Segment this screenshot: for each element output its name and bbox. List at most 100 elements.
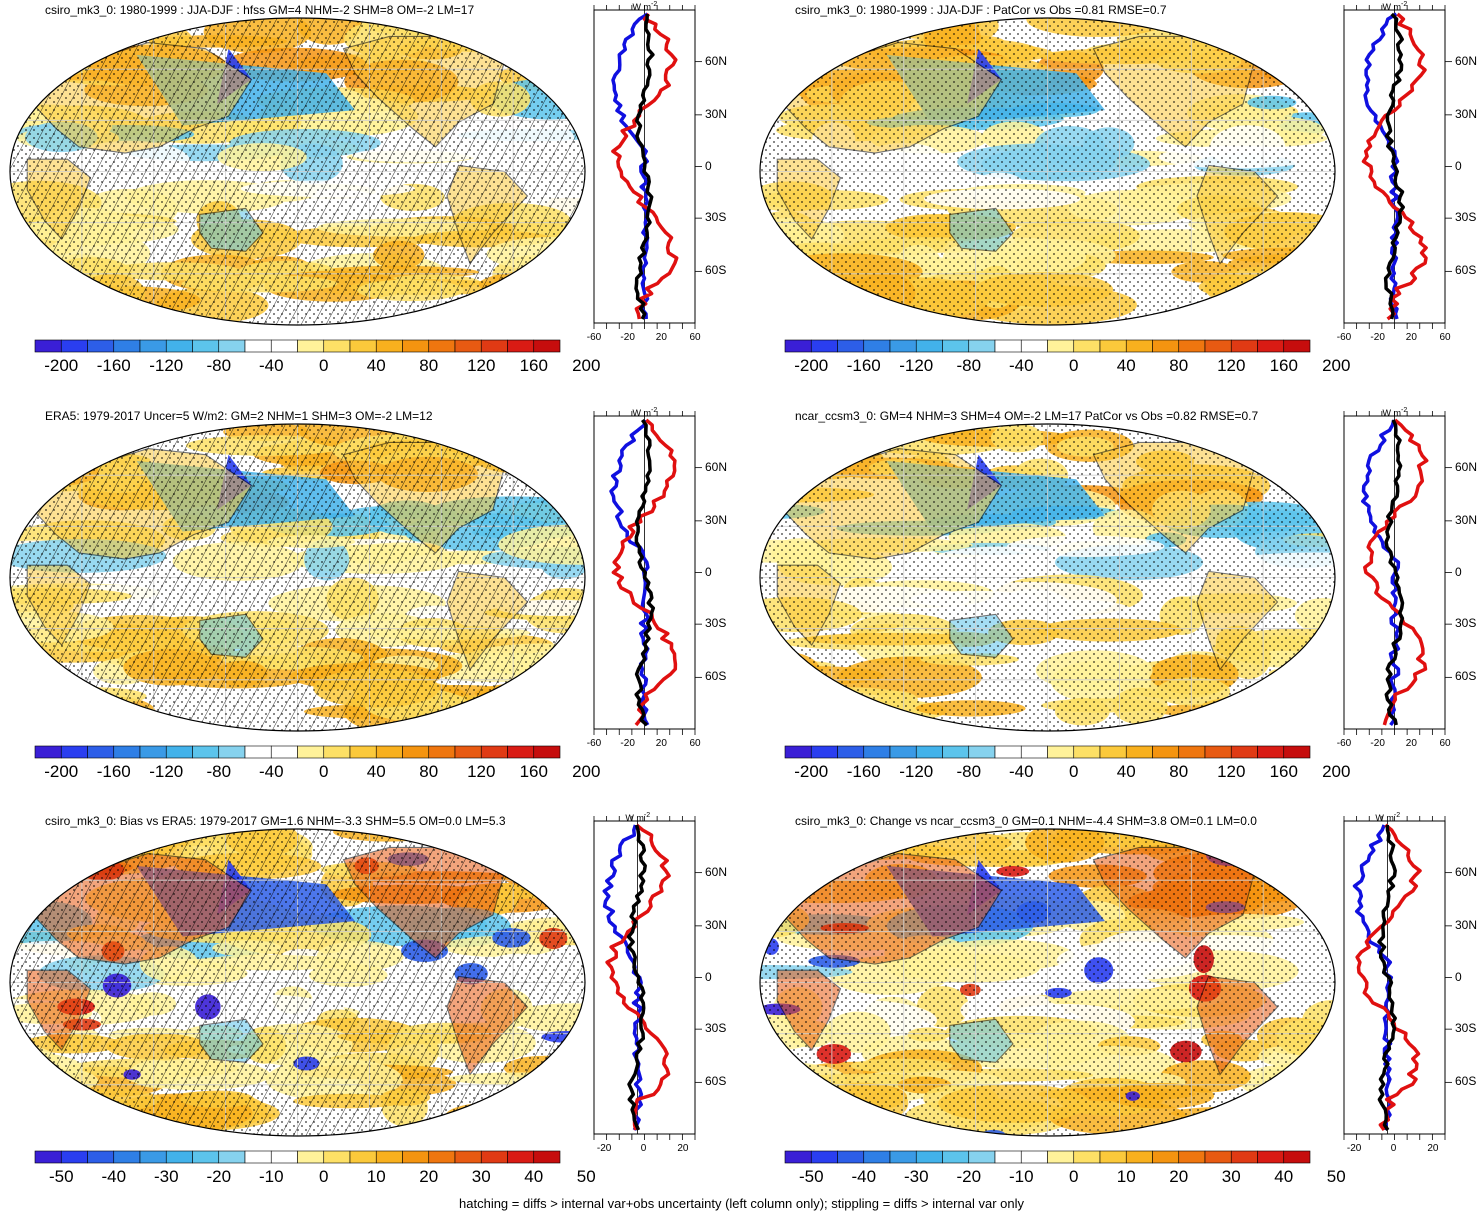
profile-x-tick: -60 — [586, 738, 602, 749]
profile-lat-label: 60N — [1455, 459, 1478, 474]
colorbar-label: -160 — [846, 356, 881, 375]
profile-x-tick: -60 — [586, 332, 602, 343]
profile-lat-label: 30S — [1455, 210, 1477, 225]
colorbar-label: 0 — [1069, 356, 1079, 375]
profile-lat-label: 60S — [1455, 1074, 1477, 1089]
profile-lat-label: 30S — [705, 210, 727, 225]
profile-lat-label: 60S — [705, 1074, 727, 1089]
colorbar-label: -80 — [956, 356, 982, 375]
colorbar-p3 — [34, 745, 561, 759]
colorbar-label: 50 — [576, 1167, 596, 1186]
profile-lat-label: 30S — [1455, 616, 1477, 631]
profile-lat-label: 30S — [705, 616, 727, 631]
colorbar-label: -200 — [794, 356, 829, 375]
colorbar-label: -20 — [206, 1167, 232, 1186]
map-p2 — [759, 17, 1336, 326]
colorbar-label: 20 — [1169, 1167, 1189, 1186]
profile-x-tick: 0 — [1390, 1143, 1397, 1154]
profile-x-tick: 0 — [640, 1143, 647, 1154]
profile-x-tick: 20 — [1427, 1143, 1439, 1154]
profile-units: W m-2 — [632, 1, 658, 12]
colorbar-label: 0 — [319, 356, 329, 375]
map-p6 — [759, 828, 1336, 1137]
colorbar-label: -120 — [899, 356, 934, 375]
colorbar-label: 0 — [319, 762, 329, 781]
colorbar-label: -120 — [149, 762, 184, 781]
profile-p6 — [1343, 816, 1452, 1140]
profile-units-exponent: -2 — [643, 812, 651, 819]
colorbar-label: -20 — [956, 1167, 982, 1186]
panel-title: csiro_mk3_0: 1980-1999 : JJA-DJF : PatCo… — [795, 3, 1167, 17]
colorbar-label: -120 — [149, 356, 184, 375]
profile-lat-label: 30N — [705, 512, 728, 527]
profile-p1 — [593, 5, 702, 329]
profile-lat-label: 60S — [1455, 669, 1477, 684]
colorbar-label: 10 — [1116, 1167, 1136, 1186]
colorbar-label: -80 — [206, 356, 232, 375]
colorbar-label: 40 — [366, 356, 386, 375]
colorbar-label: 120 — [467, 762, 496, 781]
colorbar-label: -200 — [44, 762, 79, 781]
map-p3 — [9, 423, 586, 732]
profile-p3 — [593, 411, 702, 735]
panel-title: ncar_ccsm3_0: GM=4 NHM=3 SHM=4 OM=-2 LM=… — [795, 409, 1259, 423]
colorbar-label: -30 — [903, 1167, 929, 1186]
profile-units-exponent: -2 — [1401, 1, 1408, 8]
colorbar-label: 40 — [524, 1167, 544, 1186]
profile-units-exponent: -2 — [1393, 812, 1401, 819]
colorbar-label: -80 — [956, 762, 982, 781]
profile-x-tick: -60 — [1336, 332, 1352, 343]
colorbar-label: -10 — [258, 1167, 284, 1186]
colorbar-label: 80 — [1169, 762, 1189, 781]
colorbar-label: 20 — [419, 1167, 439, 1186]
map-p1 — [9, 17, 586, 326]
profile-x-tick: 60 — [689, 738, 701, 749]
panel-title: csiro_mk3_0: 1980-1999 : JJA-DJF : hfss … — [45, 3, 475, 17]
profile-lat-label: 60N — [705, 459, 728, 474]
profile-x-tick: 20 — [677, 1143, 689, 1154]
colorbar-label: 30 — [1221, 1167, 1241, 1186]
colorbar-label: -40 — [1008, 762, 1034, 781]
profile-x-tick: 60 — [1439, 332, 1451, 343]
profile-lat-label: 0 — [705, 969, 712, 984]
colorbar-p6 — [784, 1150, 1311, 1164]
profile-lat-label: 60S — [1455, 263, 1477, 278]
map-p4 — [759, 423, 1336, 732]
colorbar-label: -200 — [794, 762, 829, 781]
profile-x-tick: -20 — [620, 738, 635, 749]
colorbar-label: -200 — [44, 356, 79, 375]
profile-lat-label: 60N — [705, 53, 728, 68]
profile-x-tick: -20 — [1346, 1143, 1362, 1154]
colorbar-label: -80 — [206, 762, 232, 781]
colorbar-label: -120 — [899, 762, 934, 781]
colorbar-label: -160 — [846, 762, 881, 781]
colorbar-p1 — [34, 339, 561, 353]
colorbar-label: 40 — [1116, 356, 1136, 375]
colorbar-label: 50 — [1326, 1167, 1346, 1186]
profile-x-tick: 60 — [689, 332, 701, 343]
colorbar-label: 120 — [467, 356, 496, 375]
profile-units: W m-2 — [625, 812, 651, 823]
colorbar-label: -50 — [798, 1167, 824, 1186]
profile-p2 — [1343, 5, 1452, 329]
profile-p5 — [593, 816, 702, 1140]
profile-lat-label: 60N — [1455, 53, 1478, 68]
colorbar-label: 120 — [1217, 762, 1246, 781]
colorbar-label: 200 — [572, 762, 601, 781]
profile-lat-label: 0 — [1455, 158, 1462, 173]
profile-lat-label: 30S — [1455, 1021, 1477, 1036]
profile-x-tick: 20 — [655, 738, 667, 749]
colorbar-label: 160 — [1269, 762, 1298, 781]
profile-units-exponent: -2 — [651, 1, 658, 8]
colorbar-label: -40 — [851, 1167, 877, 1186]
colorbar-label: -30 — [153, 1167, 179, 1186]
profile-x-tick: -20 — [1370, 332, 1385, 343]
colorbar-label: 0 — [1069, 1167, 1079, 1186]
colorbar-label: 0 — [319, 1167, 329, 1186]
profile-lat-label: 0 — [1455, 564, 1462, 579]
colorbar-label: 30 — [471, 1167, 491, 1186]
profile-lat-label: 0 — [1455, 969, 1462, 984]
colorbar-label: 200 — [572, 356, 601, 375]
profile-lat-label: 30N — [1455, 917, 1478, 932]
